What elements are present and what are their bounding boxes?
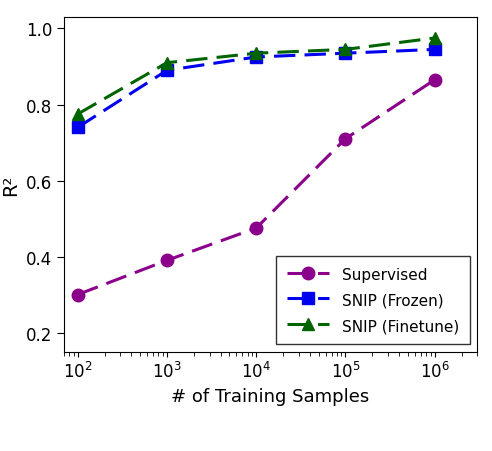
SNIP (Frozen) xyxy=(164,69,170,74)
SNIP (Finetune) xyxy=(75,112,81,117)
Line: Supervised: Supervised xyxy=(71,74,441,301)
SNIP (Frozen) xyxy=(342,51,348,57)
Supervised xyxy=(164,258,170,263)
Supervised xyxy=(75,292,81,298)
Y-axis label: R²: R² xyxy=(1,174,20,196)
Supervised xyxy=(253,226,259,231)
Supervised xyxy=(342,137,348,142)
SNIP (Frozen) xyxy=(253,55,259,60)
SNIP (Finetune) xyxy=(253,51,259,57)
X-axis label: # of Training Samples: # of Training Samples xyxy=(172,387,369,405)
SNIP (Frozen) xyxy=(431,47,437,53)
Line: SNIP (Finetune): SNIP (Finetune) xyxy=(71,32,441,121)
Supervised xyxy=(431,78,437,83)
Line: SNIP (Frozen): SNIP (Frozen) xyxy=(71,44,441,134)
SNIP (Finetune) xyxy=(164,61,170,66)
Legend: Supervised, SNIP (Frozen), SNIP (Finetune): Supervised, SNIP (Frozen), SNIP (Finetun… xyxy=(276,256,469,344)
SNIP (Frozen) xyxy=(75,125,81,131)
SNIP (Finetune) xyxy=(431,36,437,41)
SNIP (Finetune) xyxy=(342,47,348,53)
